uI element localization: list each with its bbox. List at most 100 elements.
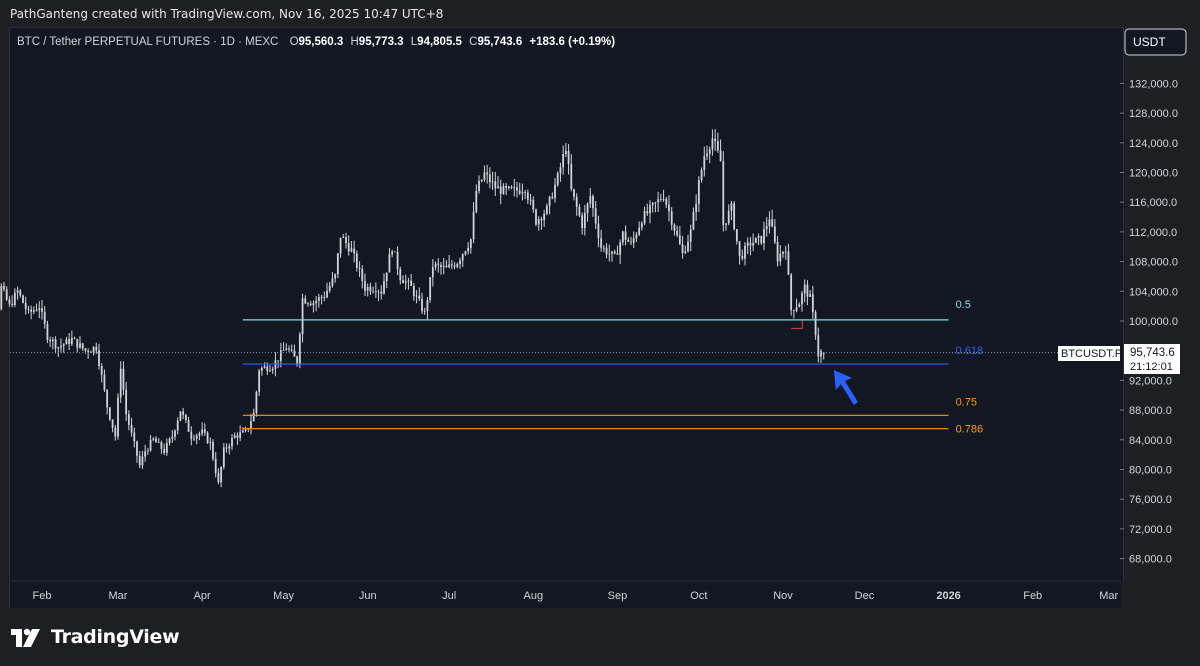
- candle: [203, 423, 206, 436]
- candle: [722, 151, 725, 232]
- candle: [288, 345, 290, 353]
- candle: [369, 282, 372, 295]
- candle: [285, 343, 288, 351]
- candle: [334, 273, 337, 283]
- candle: [209, 437, 212, 451]
- candle: [757, 233, 760, 246]
- candle: [176, 417, 179, 435]
- candle: [478, 175, 480, 194]
- fib-level[interactable]: 0.786: [242, 424, 983, 436]
- candle: [782, 250, 784, 258]
- price-tick-label: 104,000.0: [1129, 286, 1178, 298]
- candle: [678, 225, 681, 245]
- time-tick: Apr: [194, 590, 211, 602]
- fib-levels-layer: 0.5 0.618 0.75 0.786: [242, 299, 983, 436]
- symbol-legend: BTC / Tether PERPETUAL FUTURES · 1D · ME…: [17, 36, 615, 48]
- candle: [195, 433, 198, 445]
- price-tick: 112,000.0: [1120, 227, 1177, 239]
- candle: [613, 249, 616, 255]
- time-tick-label: Jul: [442, 590, 456, 602]
- candle: [312, 300, 315, 313]
- candle: [657, 191, 660, 212]
- candle: [364, 273, 366, 296]
- candle: [32, 306, 35, 315]
- candle: [681, 235, 684, 259]
- price-tick-label: 124,000.0: [1129, 138, 1178, 150]
- fib-label: 0.5: [956, 299, 971, 311]
- candle: [220, 466, 223, 488]
- time-tick: Jun: [359, 590, 377, 602]
- candle: [600, 229, 603, 252]
- change-value: +183.6 (+0.19%): [529, 36, 615, 48]
- candle: [491, 171, 494, 190]
- candle: [551, 192, 554, 200]
- candle: [336, 252, 339, 279]
- candle: [309, 300, 312, 306]
- candle: [795, 298, 798, 313]
- candle: [659, 193, 662, 202]
- candle: [410, 273, 413, 287]
- candle: [725, 223, 727, 231]
- candle: [545, 203, 548, 216]
- candle: [8, 296, 11, 307]
- candle: [98, 343, 100, 370]
- candle: [744, 242, 746, 266]
- currency-button[interactable]: USDT: [1124, 28, 1187, 56]
- attribution-bar: PathGanteng created with TradingView.com…: [0, 0, 1200, 26]
- time-tick-label: Dec: [855, 590, 875, 602]
- time-tick-label: Nov: [773, 590, 793, 602]
- candle: [806, 280, 809, 306]
- chart-frame[interactable]: [9, 27, 1124, 609]
- candle: [122, 361, 125, 396]
- candle: [19, 289, 22, 298]
- candle: [820, 349, 822, 363]
- candle: [323, 291, 326, 302]
- candle: [212, 439, 214, 462]
- candle: [60, 338, 62, 353]
- tradingview-brand[interactable]: TradingView: [11, 626, 180, 648]
- candle: [377, 289, 380, 301]
- candle: [358, 261, 361, 278]
- candle: [619, 239, 622, 264]
- candle: [393, 251, 396, 253]
- candle: [418, 287, 421, 302]
- candle: [429, 277, 432, 303]
- candle: [119, 361, 122, 403]
- candle: [30, 305, 33, 320]
- time-tick: Feb: [1023, 590, 1042, 602]
- candle: [106, 389, 109, 415]
- fib-level[interactable]: 0.618: [242, 345, 983, 365]
- time-tick-label: May: [273, 590, 294, 602]
- candle: [141, 450, 144, 469]
- candles-layer: [0, 129, 825, 488]
- low-value: 94,805.5: [417, 36, 462, 48]
- candle: [347, 235, 350, 256]
- price-tick-label: 84,000.0: [1129, 435, 1172, 447]
- candle: [355, 250, 358, 272]
- fib-level[interactable]: 0.75: [242, 396, 977, 416]
- price-tick-label: 76,000.0: [1129, 494, 1172, 506]
- candle: [586, 202, 589, 222]
- candle: [298, 331, 301, 369]
- fib-label: 0.75: [956, 396, 977, 408]
- candle: [510, 185, 513, 190]
- time-axis: Feb Mar Apr May Jun Jul Aug Sep Oct Nov Dec 2026 Feb…: [10, 580, 1200, 608]
- candle: [733, 201, 736, 231]
- fib-level[interactable]: 0.5: [242, 299, 971, 321]
- candle: [486, 164, 489, 184]
- candle: [524, 189, 527, 200]
- candle: [157, 438, 160, 443]
- candle: [62, 343, 65, 353]
- candle: [331, 271, 334, 288]
- candle: [662, 189, 665, 202]
- axis-corner: [1121, 582, 1200, 608]
- attribution-text: PathGanteng created with TradingView.com…: [10, 7, 444, 21]
- candle: [575, 193, 578, 216]
- candle: [79, 336, 81, 349]
- candle: [592, 194, 594, 217]
- candle: [68, 332, 71, 351]
- open-value: 95,560.3: [299, 36, 344, 48]
- candle: [263, 362, 266, 369]
- candle: [108, 406, 111, 421]
